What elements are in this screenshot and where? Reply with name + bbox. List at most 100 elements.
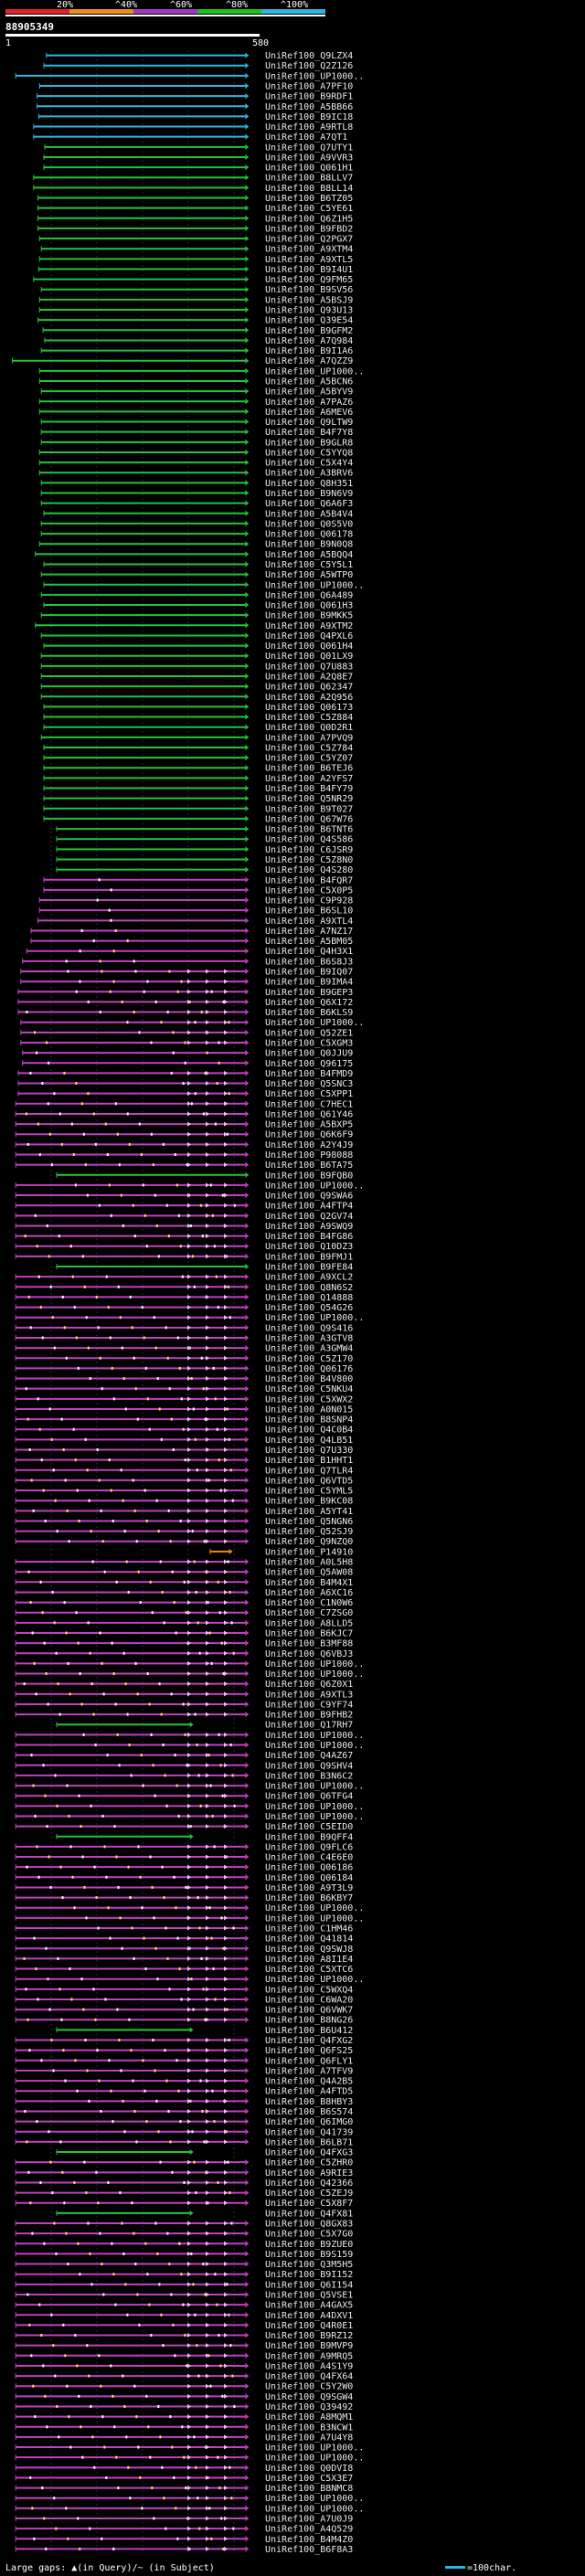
hit-label[interactable]: UniRef100_Q41814 [265,1935,353,1945]
hit-label[interactable]: UniRef100_Q61Y46 [265,1109,353,1119]
hit-label[interactable]: UniRef100_B9S159 [265,2250,353,2260]
hit-label[interactable]: UniRef100_Q6VWK7 [265,2006,353,2016]
hit-row[interactable]: UniRef100_Q3M5H5 [15,2260,353,2270]
hit-row[interactable]: UniRef100_A5WTP0 [40,570,353,580]
hit-label[interactable]: UniRef100_Q0D2R1 [265,723,353,733]
hit-row[interactable]: UniRef100_C6WA20 [15,1995,353,2005]
hit-row[interactable]: UniRef100_B3MF88 [15,1639,353,1649]
hit-row[interactable]: UniRef100_B6KBY7 [15,1893,353,1903]
hit-row[interactable]: UniRef100_A9RTL8 [33,122,354,133]
hit-label[interactable]: UniRef100_A5BYV9 [265,387,353,398]
hit-row[interactable]: UniRef100_A9XTM2 [35,621,354,631]
hit-label[interactable]: UniRef100_Q62347 [265,683,353,693]
hit-label[interactable]: UniRef100_UP1000.. [265,1812,364,1822]
hit-row[interactable]: UniRef100_A7NZ17 [30,927,353,937]
hit-label[interactable]: UniRef100_Q6A489 [265,590,353,600]
hit-row[interactable]: UniRef100_Q6Z1H5 [37,214,353,224]
hit-row[interactable]: UniRef100_B6S8J3 [22,957,354,967]
hit-label[interactable]: UniRef100_Q4R0E1 [265,2321,353,2331]
hit-label[interactable]: UniRef100_C5YE61 [265,204,353,214]
hit-label[interactable]: UniRef100_A9T3L9 [265,1883,353,1893]
hit-row[interactable]: UniRef100_Q9SHV4 [15,1761,353,1771]
hit-row[interactable]: UniRef100_C5Z170 [15,1354,353,1364]
hit-label[interactable]: UniRef100_Q9SWJ8 [265,1945,353,1955]
hit-label[interactable]: UniRef100_A4GAX5 [265,2301,353,2311]
hit-row[interactable]: UniRef100_Q6IMG0 [15,2117,353,2127]
hit-row[interactable]: UniRef100_C5Z884 [43,713,353,723]
hit-label[interactable]: UniRef100_A2YFS7 [265,774,353,784]
hit-label[interactable]: UniRef100_C4E6E0 [265,1853,353,1863]
hit-label[interactable]: UniRef100_Q9SGW4 [265,2392,353,2402]
hit-row[interactable]: UniRef100_Q4S586 [56,835,353,845]
hit-label[interactable]: UniRef100_A7QT1 [265,133,347,143]
hit-row[interactable]: UniRef100_Q41739 [15,2127,353,2137]
hit-label[interactable]: UniRef100_Q5NGN6 [265,1517,353,1527]
hit-label[interactable]: UniRef100_B8LLV7 [265,174,353,184]
hit-row[interactable]: UniRef100_UP1000.. [15,1975,364,1985]
hit-label[interactable]: UniRef100_Q5NR29 [265,794,353,804]
hit-label[interactable]: UniRef100_C5ZHR0 [265,2158,353,2168]
hit-label[interactable]: UniRef100_A4DXV1 [265,2311,353,2321]
hit-row[interactable]: UniRef100_A6MEV6 [38,408,353,418]
hit-row[interactable]: UniRef100_B9MVP9 [15,2341,353,2351]
hit-label[interactable]: UniRef100_Q39492 [265,2402,353,2412]
hit-label[interactable]: UniRef100_C5Z8N0 [265,855,353,865]
hit-label[interactable]: UniRef100_UP1000.. [265,580,364,590]
hit-label[interactable]: UniRef100_C5X7G0 [265,2230,353,2240]
hit-label[interactable]: UniRef100_C7HEC1 [265,1099,353,1109]
hit-row[interactable]: UniRef100_C5WXQ4 [15,1985,353,1995]
hit-label[interactable]: UniRef100_Q06178 [265,530,353,540]
hit-label[interactable]: UniRef100_A7U4Y8 [265,2433,353,2443]
hit-row[interactable]: UniRef100_C5X0P5 [43,885,353,896]
hit-row[interactable]: UniRef100_B9RZ12 [15,2331,353,2341]
hit-row[interactable]: UniRef100_A8I1E4 [15,1955,353,1965]
hit-row[interactable]: UniRef100_C5NKU4 [15,1384,353,1394]
hit-row[interactable]: UniRef100_B9I4U1 [37,265,353,275]
hit-row[interactable]: UniRef100_C5XPP1 [17,1089,353,1099]
hit-row[interactable]: UniRef100_Q4FXG3 [56,2148,353,2158]
hit-row[interactable]: UniRef100_Q54G26 [15,1303,353,1313]
hit-row[interactable]: UniRef100_Q4LB51 [15,1436,353,1446]
hit-row[interactable]: UniRef100_UP1000.. [15,1913,364,1924]
hit-row[interactable]: UniRef100_B1HHT1 [15,1456,353,1466]
hit-row[interactable]: UniRef100_Q42366 [15,2178,353,2189]
hit-label[interactable]: UniRef100_A9VVR3 [265,153,353,163]
hit-label[interactable]: UniRef100_B6KLS9 [265,1008,353,1018]
hit-row[interactable]: UniRef100_A2Y4J9 [15,1140,353,1150]
hit-row[interactable]: UniRef100_Q6X172 [17,998,353,1008]
hit-label[interactable]: UniRef100_A8I1E4 [265,1955,353,1965]
hit-label[interactable]: UniRef100_Q39E54 [265,316,353,326]
hit-label[interactable]: UniRef100_A2Q956 [265,693,353,703]
hit-row[interactable]: UniRef100_A7U4Y8 [15,2433,353,2443]
hit-label[interactable]: UniRef100_B6TA75 [265,1161,353,1171]
hit-row[interactable]: UniRef100_A7QT1 [33,133,348,143]
hit-row[interactable]: UniRef100_C5Y2W0 [15,2382,353,2392]
hit-label[interactable]: UniRef100_B3NCW1 [265,2422,353,2433]
hit-label[interactable]: UniRef100_UP1000.. [265,1670,364,1680]
hit-label[interactable]: UniRef100_A7TFV9 [265,2066,353,2076]
hit-label[interactable]: UniRef100_P14910 [265,1547,353,1557]
hit-row[interactable]: UniRef100_UP1000.. [15,1903,364,1913]
hit-label[interactable]: UniRef100_B9RDF1 [265,92,353,102]
hit-label[interactable]: UniRef100_B4FMD9 [265,1069,353,1079]
hit-label[interactable]: UniRef100_B4FQR7 [265,875,353,885]
hit-row[interactable]: UniRef100_Q9SWA6 [15,1192,353,1202]
hit-row[interactable]: UniRef100_Q0DVI8 [15,2464,353,2474]
hit-row[interactable]: UniRef100_B9QFF4 [56,1832,353,1842]
hit-label[interactable]: UniRef100_Q6FS25 [265,2046,353,2056]
hit-label[interactable]: UniRef100_Q93U13 [265,306,353,316]
hit-row[interactable]: UniRef100_Q9FLC6 [15,1842,353,1852]
hit-row[interactable]: UniRef100_Q17RH7 [56,1721,353,1731]
hit-label[interactable]: UniRef100_Q06184 [265,1873,353,1883]
hit-label[interactable]: UniRef100_C5Z884 [265,713,353,723]
hit-row[interactable]: UniRef100_Q9LZX4 [46,51,354,61]
hit-row[interactable]: UniRef100_Q0D2R1 [43,723,353,733]
hit-label[interactable]: UniRef100_A9XTL3 [265,1690,353,1700]
hit-label[interactable]: UniRef100_B9KC08 [265,1497,353,1507]
hit-label[interactable]: UniRef100_A5BM05 [265,937,353,947]
hit-label[interactable]: UniRef100_Q41739 [265,2127,353,2137]
hit-row[interactable]: UniRef100_B9T027 [43,804,353,814]
hit-row[interactable]: UniRef100_B6F8A3 [15,2545,353,2555]
hit-label[interactable]: UniRef100_B9I152 [265,2270,353,2280]
hit-row[interactable]: UniRef100_UP1000.. [15,2494,364,2504]
